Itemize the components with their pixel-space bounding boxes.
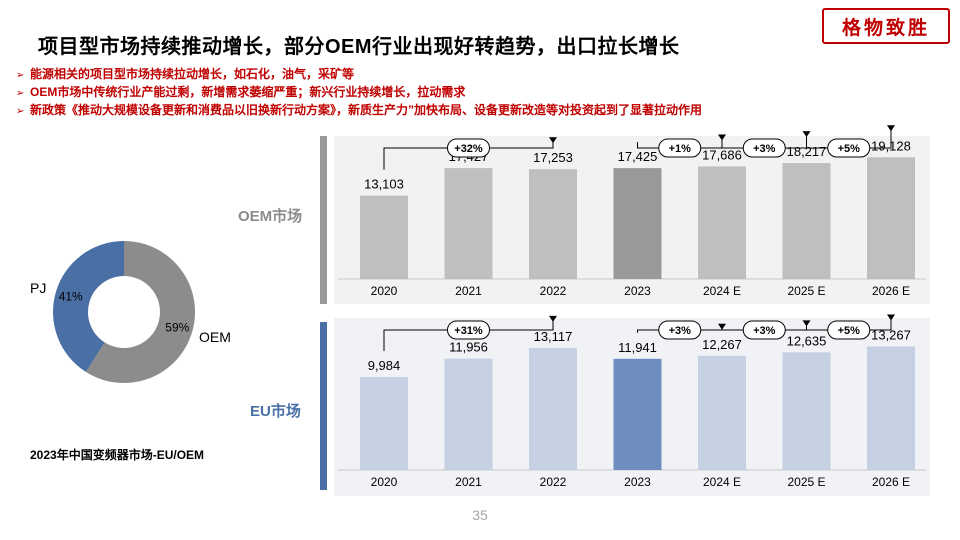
- bar-value-label: 9,984: [368, 358, 401, 373]
- donut-slice-percent-label: 41%: [59, 290, 83, 304]
- bar-value-label: 11,956: [449, 340, 488, 355]
- donut-slice-percent-label: 59%: [165, 320, 189, 334]
- bullet-text: OEM市场中传统行业产能过剩，新增需求萎缩严重；新兴行业持续增长，拉动需求: [30, 85, 466, 99]
- bar-2020: [360, 195, 408, 279]
- growth-arrow-icon: [718, 134, 726, 141]
- bar-value-label: 17,253: [533, 150, 573, 165]
- x-tick-label: 2023: [624, 284, 651, 298]
- bar-2021: [444, 168, 493, 279]
- donut-legend-oem: OEM: [199, 329, 231, 345]
- bar-2020: [360, 377, 408, 470]
- bullet-marker-icon: ➢: [16, 88, 25, 99]
- bar-value-label: 12,635: [787, 333, 827, 348]
- growth-badge-label: +5%: [838, 325, 861, 337]
- bullet-marker-icon: ➢: [16, 70, 25, 81]
- x-tick-label: 2026 E: [872, 475, 910, 489]
- bar-2024-e: [698, 355, 746, 470]
- bar-2025-e: [782, 163, 831, 279]
- bullet-list: ➢ 能源相关的项目型市场持续拉动增长，如石化，油气，采矿等 ➢ OEM市场中传统行业…: [16, 66, 702, 120]
- bullet-marker-icon: ➢: [16, 106, 25, 117]
- bullet-text: 新政策《推动大规模设备更新和消费品以旧换新行动方案》，新质生产力”加快布局、设备…: [30, 103, 703, 117]
- bar-2022: [529, 169, 577, 279]
- growth-badge: [447, 138, 490, 158]
- growth-arrow-icon: [802, 131, 811, 138]
- growth-badge: [658, 320, 702, 340]
- x-tick-label: 2024 E: [703, 475, 741, 489]
- bar-value-label: 13,117: [534, 329, 573, 344]
- growth-arrow-icon: [887, 125, 895, 132]
- growth-badge: [742, 320, 786, 340]
- donut-slice-pj: [52, 241, 124, 372]
- bar-2023: [613, 358, 662, 470]
- bullet-text: 能源相关的项目型市场持续拉动增长，如石化，油气，采矿等: [30, 67, 355, 81]
- growth-badge: [827, 138, 871, 158]
- bullet-item: ➢ OEM市场中传统行业产能过剩，新增需求萎缩严重；新兴行业持续增长，拉动需求: [16, 84, 702, 102]
- bar-2021: [444, 358, 493, 470]
- x-tick-label: 2024 E: [703, 284, 741, 298]
- eu-section-bar: [320, 322, 327, 490]
- x-tick-label: 2022: [540, 284, 567, 298]
- growth-arrow-icon: [718, 323, 726, 330]
- bar-value-label: 13,103: [364, 177, 404, 192]
- bar-value-label: 11,941: [618, 340, 657, 355]
- growth-badge: [742, 138, 786, 158]
- growth-arrow-icon: [549, 137, 557, 144]
- x-tick-label: 2025 E: [787, 475, 825, 489]
- donut-slice-oem: [85, 241, 195, 383]
- growth-badge-label: +31%: [454, 325, 483, 337]
- page-title: 项目型市场持续推动增长，部分OEM行业出现好转趋势，出口拉长增长: [38, 36, 680, 58]
- donut-legend-pj: PJ: [30, 280, 46, 296]
- growth-badge-label: +3%: [753, 325, 776, 337]
- bar-2024-e: [698, 166, 746, 279]
- bar-value-label: 12,267: [702, 337, 742, 352]
- x-tick-label: 2020: [371, 284, 398, 298]
- x-tick-label: 2026 E: [872, 284, 910, 298]
- bar-2023: [613, 168, 662, 279]
- x-tick-label: 2021: [455, 284, 482, 298]
- growth-badge-label: +3%: [753, 143, 776, 155]
- x-tick-label: 2025 E: [787, 284, 825, 298]
- growth-badge-label: +3%: [669, 325, 692, 337]
- growth-badge-label: +32%: [454, 143, 483, 155]
- bullet-item: ➢ 新政策《推动大规模设备更新和消费品以旧换新行动方案》，新质生产力”加快布局、设…: [16, 102, 702, 120]
- x-tick-label: 2021: [455, 475, 482, 489]
- growth-arrow-icon: [549, 315, 557, 322]
- growth-badge: [447, 320, 490, 340]
- x-tick-label: 2022: [540, 475, 567, 489]
- page-number: 35: [472, 507, 488, 523]
- bullet-item: ➢ 能源相关的项目型市场持续拉动增长，如石化，油气，采矿等: [16, 66, 702, 84]
- growth-badge-label: +5%: [838, 143, 861, 155]
- brand-logo: 格物致胜: [822, 8, 950, 44]
- bar-value-label: 17,686: [702, 147, 742, 162]
- bar-value-label: 13,267: [871, 327, 911, 342]
- x-tick-label: 2023: [624, 475, 651, 489]
- bar-value-label: 17,425: [618, 149, 658, 164]
- eu-section-label: EU市场: [250, 403, 301, 420]
- bar-2025-e: [782, 352, 831, 470]
- bar-2026-e: [867, 346, 915, 470]
- bar-2022: [529, 347, 577, 470]
- growth-arrow-icon: [802, 320, 811, 327]
- x-tick-label: 2020: [371, 475, 398, 489]
- bar-2026-e: [867, 157, 915, 279]
- donut-chart-title: 2023年中国变频器市场-EU/OEM: [30, 448, 205, 462]
- brand-logo-text: 格物致胜: [841, 16, 930, 39]
- oem-section-label: OEM市场: [238, 208, 303, 225]
- growth-badge: [827, 320, 871, 340]
- growth-arrow-icon: [887, 314, 895, 321]
- oem-section-bar: [320, 136, 327, 304]
- growth-badge-label: +1%: [669, 143, 692, 155]
- growth-badge: [658, 138, 702, 158]
